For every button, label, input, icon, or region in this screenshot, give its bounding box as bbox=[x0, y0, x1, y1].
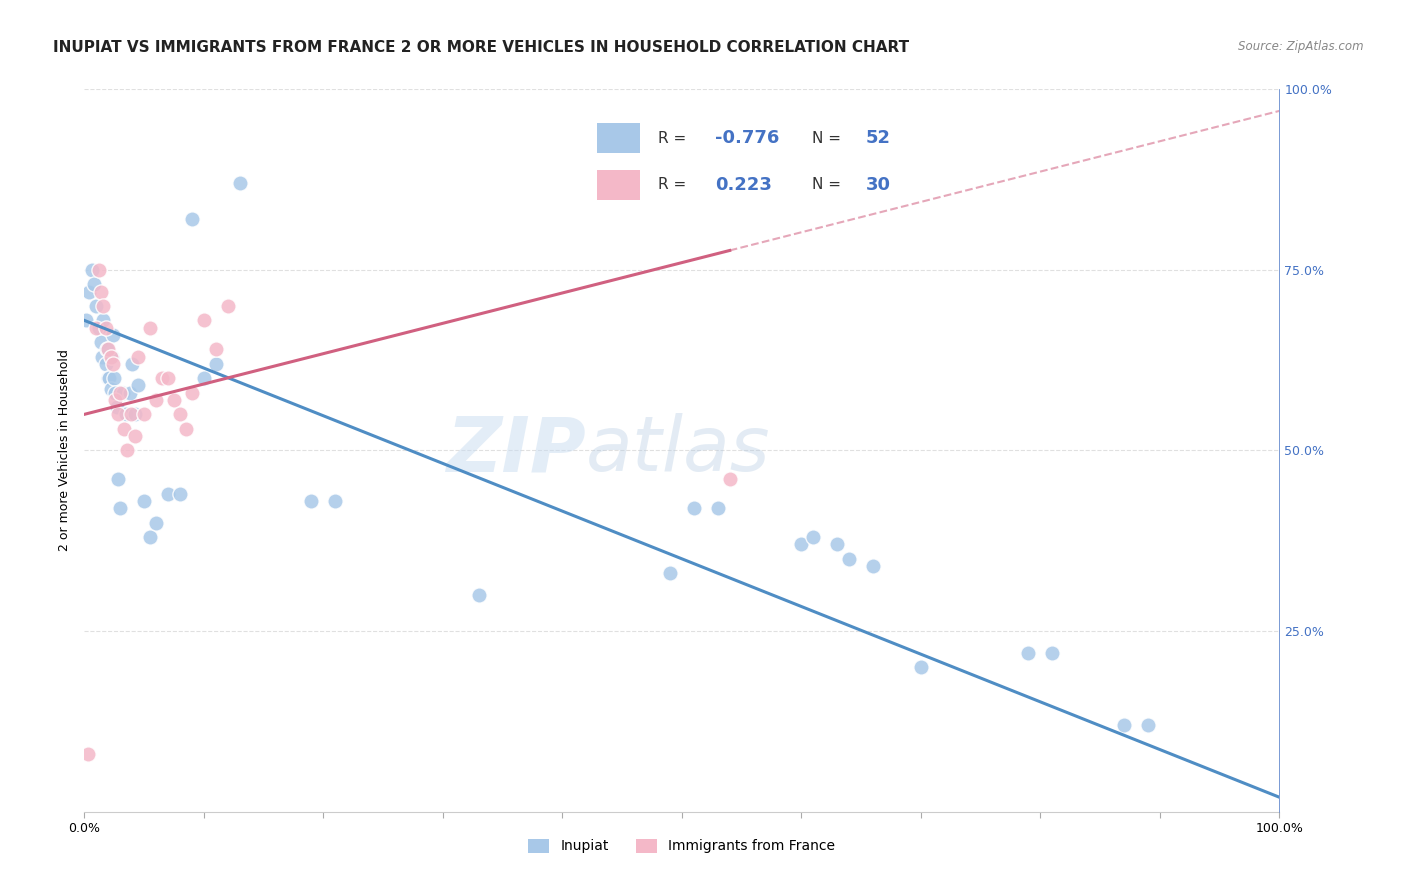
Point bbox=[94, 357, 117, 371]
Point bbox=[86, 320, 108, 334]
Text: 52: 52 bbox=[866, 129, 891, 147]
Point bbox=[718, 472, 741, 486]
Point bbox=[86, 299, 108, 313]
Point bbox=[325, 494, 347, 508]
Text: N =: N = bbox=[813, 131, 841, 145]
Point bbox=[157, 487, 180, 501]
Point bbox=[229, 176, 252, 190]
Point bbox=[112, 422, 135, 436]
Point bbox=[132, 407, 156, 421]
Point bbox=[101, 357, 124, 371]
Point bbox=[115, 407, 138, 421]
Text: R =: R = bbox=[658, 178, 686, 192]
Point bbox=[910, 660, 932, 674]
Point bbox=[174, 422, 197, 436]
Point bbox=[683, 501, 706, 516]
Point bbox=[127, 350, 149, 364]
Point bbox=[1018, 646, 1040, 660]
Point bbox=[301, 494, 323, 508]
Point bbox=[1042, 646, 1064, 660]
Point bbox=[659, 566, 682, 581]
Point bbox=[87, 262, 110, 277]
Point bbox=[94, 320, 117, 334]
Point bbox=[205, 343, 228, 357]
Point bbox=[803, 530, 825, 544]
Point bbox=[90, 285, 112, 299]
Point bbox=[120, 407, 142, 421]
Text: 0.223: 0.223 bbox=[716, 176, 772, 194]
Point bbox=[100, 382, 122, 396]
Point bbox=[121, 357, 143, 371]
Point bbox=[181, 212, 204, 227]
Point bbox=[105, 400, 128, 414]
FancyBboxPatch shape bbox=[598, 169, 640, 200]
Point bbox=[468, 588, 491, 602]
Point bbox=[104, 385, 127, 400]
Text: atlas: atlas bbox=[586, 414, 770, 487]
Point bbox=[77, 285, 100, 299]
Point bbox=[163, 392, 186, 407]
Point bbox=[1137, 718, 1160, 732]
Point bbox=[96, 343, 118, 357]
Point bbox=[217, 299, 239, 313]
Point bbox=[150, 371, 173, 385]
Text: -0.776: -0.776 bbox=[716, 129, 780, 147]
Point bbox=[838, 551, 860, 566]
Point bbox=[103, 371, 125, 385]
Point bbox=[104, 392, 127, 407]
Point bbox=[145, 392, 167, 407]
Point bbox=[77, 747, 100, 761]
Point bbox=[118, 385, 141, 400]
FancyBboxPatch shape bbox=[598, 123, 640, 153]
Point bbox=[110, 501, 132, 516]
Point bbox=[98, 371, 121, 385]
Text: Source: ZipAtlas.com: Source: ZipAtlas.com bbox=[1239, 40, 1364, 54]
Text: R =: R = bbox=[658, 131, 686, 145]
Text: ZIP: ZIP bbox=[447, 414, 586, 487]
Point bbox=[139, 320, 162, 334]
Text: 30: 30 bbox=[866, 176, 891, 194]
Point bbox=[93, 313, 115, 327]
Point bbox=[169, 487, 191, 501]
Point bbox=[97, 343, 120, 357]
Point bbox=[124, 429, 146, 443]
Point bbox=[193, 371, 215, 385]
Point bbox=[110, 385, 132, 400]
Point bbox=[181, 385, 204, 400]
Point bbox=[90, 334, 112, 349]
Point bbox=[101, 327, 124, 342]
Point bbox=[707, 501, 730, 516]
Y-axis label: 2 or more Vehicles in Household: 2 or more Vehicles in Household bbox=[58, 350, 72, 551]
Point bbox=[127, 378, 149, 392]
Text: INUPIAT VS IMMIGRANTS FROM FRANCE 2 OR MORE VEHICLES IN HOUSEHOLD CORRELATION CH: INUPIAT VS IMMIGRANTS FROM FRANCE 2 OR M… bbox=[53, 40, 910, 55]
Point bbox=[862, 559, 884, 574]
Point bbox=[124, 407, 146, 421]
Point bbox=[139, 530, 162, 544]
Point bbox=[117, 443, 139, 458]
Point bbox=[193, 313, 215, 327]
Point bbox=[132, 494, 156, 508]
Point bbox=[91, 350, 114, 364]
Point bbox=[205, 357, 228, 371]
Point bbox=[145, 516, 167, 530]
Point bbox=[97, 371, 120, 385]
Point bbox=[107, 472, 129, 486]
Point bbox=[107, 407, 129, 421]
Point bbox=[790, 537, 813, 551]
Point bbox=[87, 320, 110, 334]
Point bbox=[157, 371, 180, 385]
Text: N =: N = bbox=[813, 178, 841, 192]
Point bbox=[83, 277, 105, 292]
Point bbox=[169, 407, 191, 421]
Point bbox=[827, 537, 849, 551]
Point bbox=[101, 350, 124, 364]
Point bbox=[111, 385, 134, 400]
Legend: Inupiat, Immigrants from France: Inupiat, Immigrants from France bbox=[523, 833, 841, 859]
Point bbox=[93, 299, 115, 313]
Point bbox=[100, 350, 122, 364]
Point bbox=[80, 262, 103, 277]
Point bbox=[1114, 718, 1136, 732]
Point bbox=[75, 313, 97, 327]
